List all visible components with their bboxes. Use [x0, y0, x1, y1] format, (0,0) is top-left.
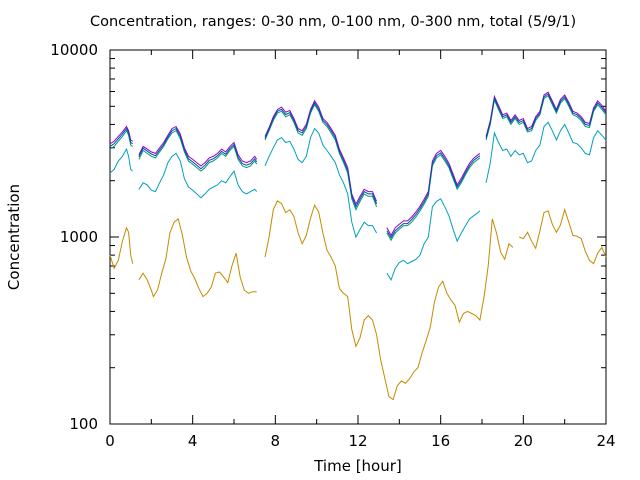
- series-4-line: [109, 125, 133, 145]
- axis-ticks: 0 4 8 12 16 20 24 100 1000 10000: [50, 41, 615, 450]
- series-2-line: [264, 127, 378, 239]
- series-3-line: [264, 103, 378, 211]
- y-tick-label: 10000: [50, 41, 98, 59]
- series-2-line: [138, 152, 258, 199]
- series-4-line: [485, 91, 607, 137]
- series-4-line: [386, 149, 481, 237]
- chart-title: Concentration, ranges: 0-30 nm, 0-100 nm…: [90, 14, 577, 30]
- series-3-line: [386, 154, 481, 242]
- x-tick-label: 24: [596, 432, 615, 450]
- series-3-line: [485, 94, 607, 141]
- series-5-line: [386, 152, 481, 239]
- series-lines: [109, 91, 607, 401]
- series-5-line: [109, 127, 133, 147]
- x-tick-label: 12: [348, 432, 367, 450]
- x-tick-label: 4: [188, 432, 198, 450]
- x-tick-label: 8: [271, 432, 281, 450]
- x-axis-label: Time [hour]: [314, 457, 402, 475]
- series-4-line: [138, 125, 258, 167]
- x-tick-label: 20: [514, 432, 533, 450]
- series-3-line: [138, 130, 258, 172]
- series-3-line: [109, 129, 133, 150]
- series-2-line: [109, 147, 134, 174]
- y-tick-label: 100: [69, 415, 98, 433]
- series-1-line: [109, 226, 134, 270]
- plot-frame: [109, 49, 607, 425]
- series-5-line: [138, 127, 258, 170]
- y-tick-label: 1000: [60, 228, 98, 246]
- series-5-line: [485, 93, 607, 139]
- y-axis-label: Concentration: [5, 183, 23, 291]
- series-1-line: [138, 218, 257, 298]
- series-4-line: [264, 99, 378, 206]
- series-5-line: [264, 101, 378, 209]
- series-1-line: [519, 207, 607, 265]
- series-2-line: [485, 121, 607, 183]
- x-tick-label: 16: [431, 432, 450, 450]
- series-2-line: [386, 198, 481, 282]
- series-1-line: [264, 200, 514, 401]
- x-tick-label: 0: [105, 432, 115, 450]
